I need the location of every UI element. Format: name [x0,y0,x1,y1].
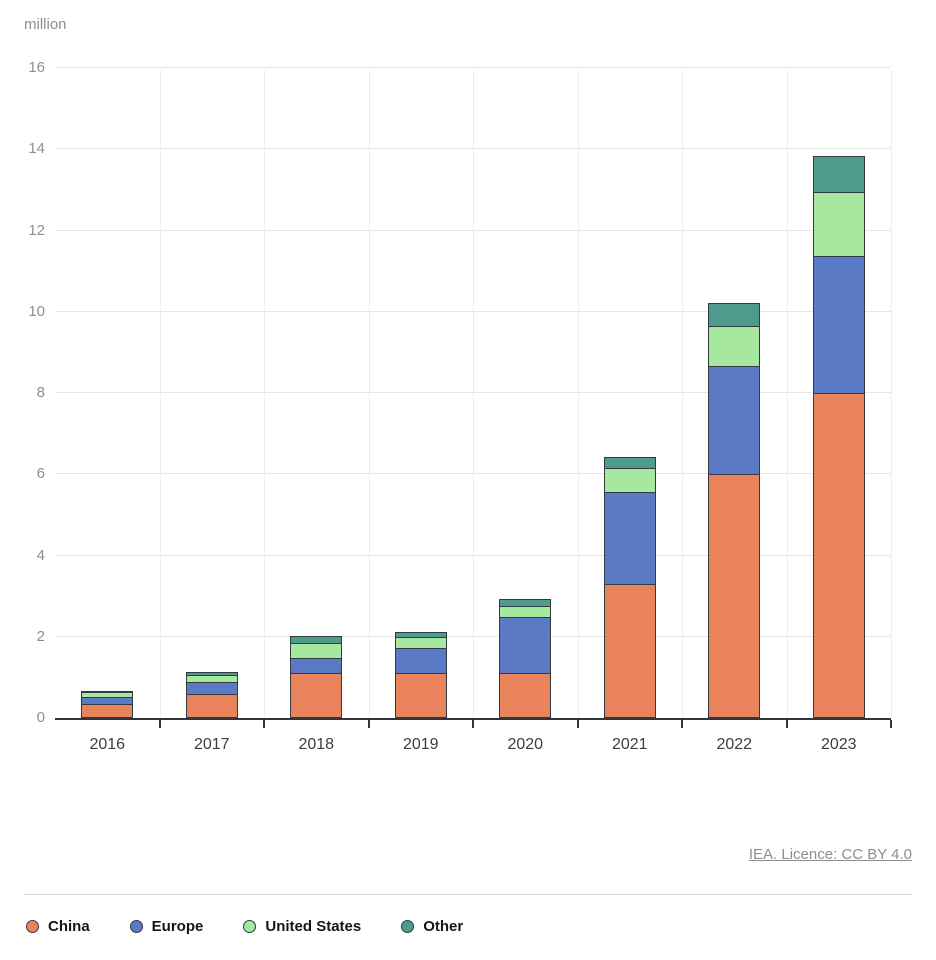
gridline-x [473,70,474,718]
x-axis-labels: 2016 2017 2018 2019 2020 2021 2022 2023 [55,736,891,754]
bar-2022[interactable] [708,302,761,718]
plot-area: 0 2 4 6 8 10 12 14 16 [28,60,892,728]
legend-item-china[interactable]: China [26,918,90,935]
bar-2023[interactable] [812,156,865,718]
x-axis-tick [890,720,892,728]
x-axis-label-2022: 2022 [716,736,753,753]
bar-segment-united-states-2021[interactable] [603,468,656,493]
bar-segment-europe-2022[interactable] [708,365,761,476]
gridline-y-16 [55,67,891,68]
legend-label-china: China [48,918,90,935]
x-axis-label-2021: 2021 [611,736,648,753]
bar-segment-europe-2023[interactable] [812,255,865,394]
bar-segment-united-states-2022[interactable] [708,325,761,367]
bar-segment-china-2018[interactable] [290,673,343,718]
bar-segment-other-2023[interactable] [812,156,865,193]
bar-2021[interactable] [603,456,656,718]
x-axis-label-2019: 2019 [402,736,439,753]
bar-segment-china-2022[interactable] [708,474,761,718]
legend-item-other[interactable]: Other [401,918,463,935]
y-axis-tick-label: 14 [28,140,45,158]
legend-item-europe[interactable]: Europe [129,918,204,935]
legend-label-united-states: United States [265,918,362,935]
legend-label-europe: Europe [151,918,204,935]
legend-dot-europe [129,920,143,933]
x-axis-tick [785,720,788,728]
bar-2019[interactable] [394,631,447,718]
x-axis-tick [681,720,683,728]
legend-label-other: Other [423,918,464,935]
y-axis-tick-label: 12 [28,221,45,239]
y-axis-tick-label: 6 [36,465,45,483]
bar-segment-other-2022[interactable] [708,302,761,327]
license-link[interactable]: IEA. Licence: CC BY 4.0 [748,846,912,863]
x-axis-tick [263,720,265,728]
gridline-x [159,70,161,718]
bar-2018[interactable] [290,635,343,718]
y-axis-tick-label: 8 [36,384,45,401]
legend-dot-china [26,920,39,933]
x-axis-tick [576,720,579,728]
divider [24,894,912,895]
legend: China Europe United States Other [26,918,463,935]
y-axis-tick-label: 2 [36,627,45,645]
legend-dot-united-states [243,920,257,933]
bar-segment-china-2016[interactable] [81,703,134,718]
gridline-x [577,70,579,718]
bar-2020[interactable] [499,599,552,718]
x-axis-tick [472,720,474,728]
x-axis-label-2016: 2016 [89,736,126,753]
bar-segment-china-2017[interactable] [185,693,238,718]
bar-2016[interactable] [81,690,134,718]
gridline-x [682,70,683,718]
x-axis-label-2023: 2023 [820,736,857,753]
bar-2017[interactable] [185,672,238,718]
legend-dot-other [401,920,415,933]
x-axis-label-2017: 2017 [193,736,230,753]
bar-segment-europe-2020[interactable] [499,617,552,675]
bar-segment-united-states-2023[interactable] [812,191,865,257]
y-axis-tick-label: 16 [28,59,45,76]
gridline-x [786,70,788,718]
y-axis-tick-label: 4 [36,546,45,564]
bar-segment-china-2020[interactable] [499,673,552,718]
bar-segment-china-2019[interactable] [394,673,447,718]
bar-segment-united-states-2018[interactable] [290,642,343,660]
y-axis-unit-label: million [24,16,67,33]
license-row: IEA. Licence: CC BY 4.0 [749,846,912,863]
x-axis-tick [367,720,370,728]
gridline-x [368,70,370,718]
x-axis-tick [158,720,161,728]
bar-segment-europe-2019[interactable] [394,647,447,675]
x-axis-label-2018: 2018 [298,736,335,753]
y-axis-tick-label: 10 [28,302,45,320]
legend-item-united-states[interactable]: United States [243,918,361,935]
gridline-x [891,70,892,718]
bar-segment-europe-2021[interactable] [603,491,656,585]
bar-segment-europe-2018[interactable] [290,658,343,675]
bar-segment-china-2021[interactable] [603,583,656,718]
x-axis-label-2020: 2020 [507,736,544,753]
gridline-x [264,70,265,718]
y-axis-tick-label: 0 [36,709,45,726]
bar-segment-china-2023[interactable] [812,393,865,718]
